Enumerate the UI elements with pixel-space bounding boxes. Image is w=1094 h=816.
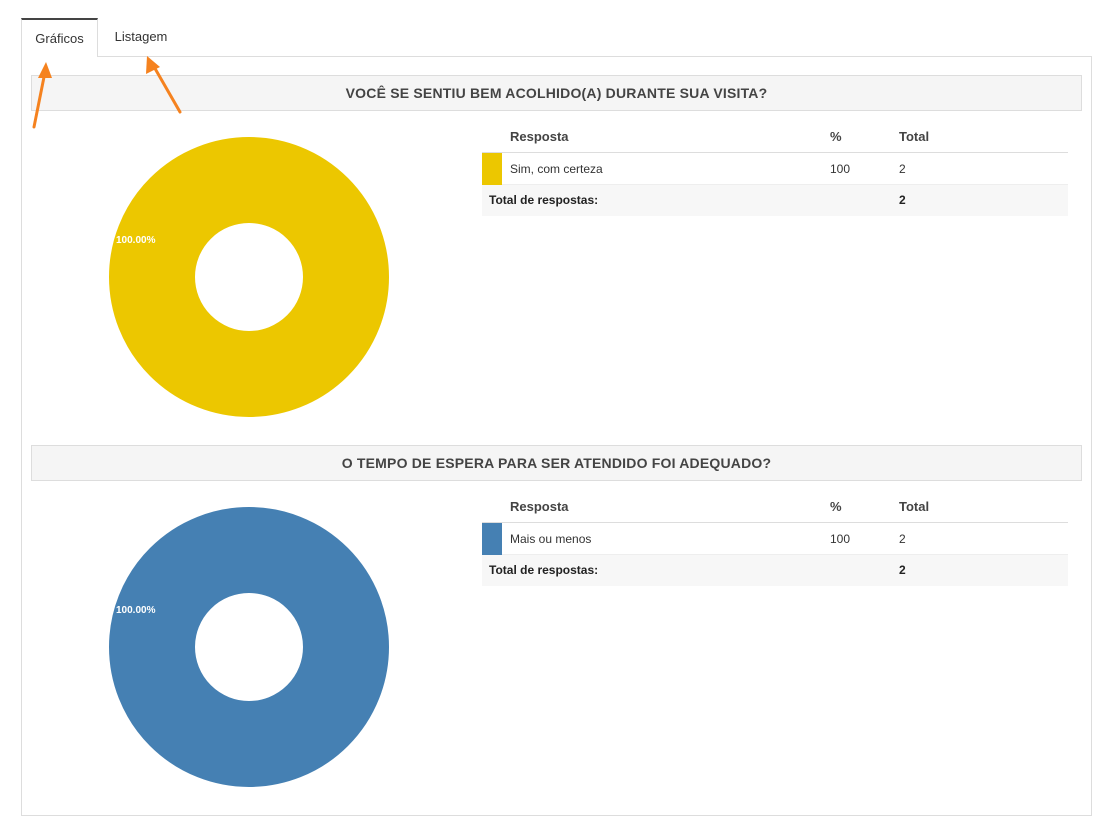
donut-2-slice [109,507,389,787]
answer-percent: 100 [830,532,851,546]
col-percent: % [830,129,842,144]
total-value: 2 [899,563,906,577]
table-header: Resposta % Total [482,491,1068,523]
col-total: Total [899,129,930,144]
col-total: Total [899,499,930,514]
answer-total: 2 [899,162,906,176]
total-row: Total de respostas: 2 [482,185,1068,216]
tab-listagem[interactable]: Listagem [114,29,168,44]
col-percent: % [830,499,842,514]
donut-chart-2: 100.00% [108,506,392,790]
answer-label: Sim, com certeza [510,162,603,176]
table-row: Sim, com certeza 100 2 [482,153,1068,185]
total-label: Total de respostas: [489,563,599,577]
col-resposta: Resposta [510,499,569,514]
tab-graficos[interactable]: Gráficos [21,18,98,57]
col-resposta: Resposta [510,129,569,144]
answer-total: 2 [899,532,906,546]
color-swatch [482,153,502,185]
donut-1-slice [109,137,389,417]
donut-1-slice-label: 100.00% [116,235,156,246]
answer-percent: 100 [830,162,851,176]
total-row: Total de respostas: 2 [482,555,1068,586]
donut-chart-1: 100.00% [108,136,392,420]
table-row: Mais ou menos 100 2 [482,523,1068,555]
response-table-2: Resposta % Total Mais ou menos 100 2 Tot… [482,491,1068,586]
question-1-title: VOCÊ SE SENTIU BEM ACOLHIDO(A) DURANTE S… [31,75,1082,111]
tab-bar: Gráficos Listagem [21,18,1092,57]
total-label: Total de respostas: [489,193,599,207]
total-value: 2 [899,193,906,207]
donut-2-slice-label: 100.00% [116,605,156,616]
question-2-title: O TEMPO DE ESPERA PARA SER ATENDIDO FOI … [31,445,1082,481]
color-swatch [482,523,502,555]
answer-label: Mais ou menos [510,532,592,546]
table-header: Resposta % Total [482,121,1068,153]
response-table-1: Resposta % Total Sim, com certeza 100 2 … [482,121,1068,216]
